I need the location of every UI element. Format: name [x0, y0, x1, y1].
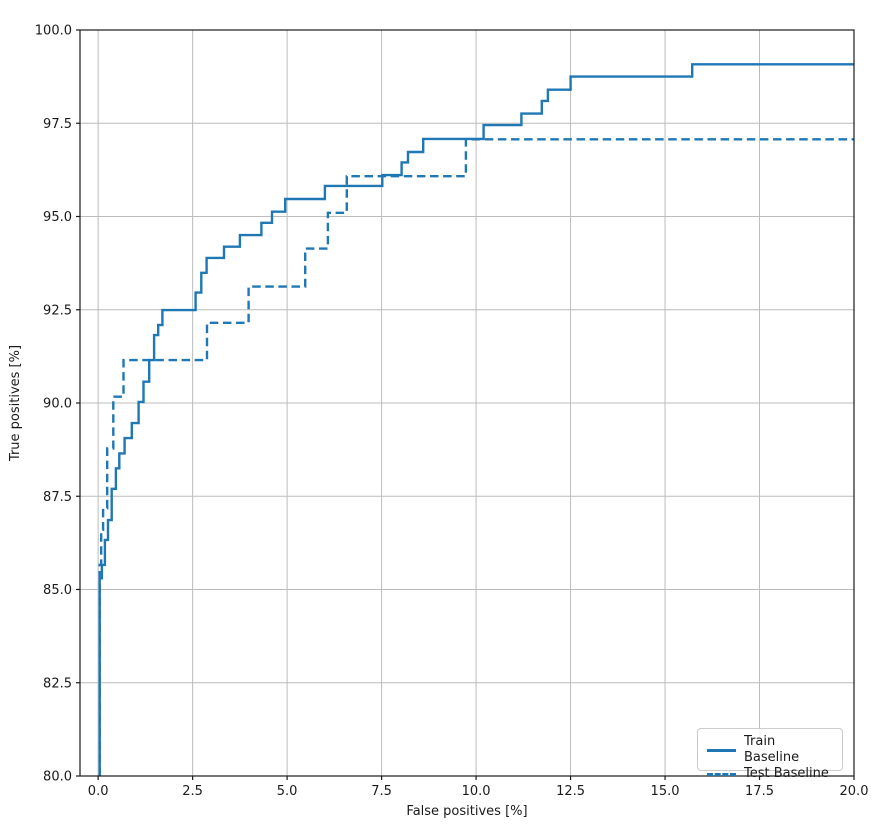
- y-tick-label: 87.5: [43, 490, 72, 505]
- y-tick-label: 85.0: [43, 583, 72, 598]
- train-baseline-line: [98, 63, 854, 776]
- x-tick-label: 20.0: [840, 784, 869, 799]
- y-tick-label: 92.5: [43, 303, 72, 318]
- y-tick-label: 100.0: [35, 24, 72, 39]
- x-tick-label: 10.0: [462, 784, 491, 799]
- dashed-line-swatch: [707, 772, 736, 776]
- test-baseline-line: [98, 138, 854, 776]
- legend-item-test: Test Baseline: [707, 766, 833, 782]
- x-tick-label: 2.5: [182, 784, 203, 799]
- y-axis-label: True positives [%]: [8, 344, 23, 462]
- y-tick-label: 97.5: [43, 117, 72, 132]
- legend-item-train: Train Baseline: [707, 734, 833, 766]
- legend: Train Baseline Test Baseline: [697, 728, 843, 781]
- x-tick-label: 12.5: [556, 784, 585, 799]
- y-tick-label: 95.0: [43, 210, 72, 225]
- y-tick-label: 90.0: [43, 397, 72, 412]
- y-tick-label: 82.5: [43, 676, 72, 691]
- x-tick-label: 15.0: [651, 784, 680, 799]
- solid-line-swatch: [707, 748, 736, 752]
- legend-label-train: Train Baseline: [744, 734, 800, 765]
- y-tick-label: 80.0: [43, 770, 72, 785]
- x-axis-label: False positives [%]: [406, 804, 528, 819]
- legend-label-test: Test Baseline: [744, 766, 829, 781]
- x-tick-label: 5.0: [277, 784, 298, 799]
- x-tick-label: 7.5: [371, 784, 392, 799]
- x-tick-label: 0.0: [88, 784, 109, 799]
- x-tick-label: 17.5: [745, 784, 774, 799]
